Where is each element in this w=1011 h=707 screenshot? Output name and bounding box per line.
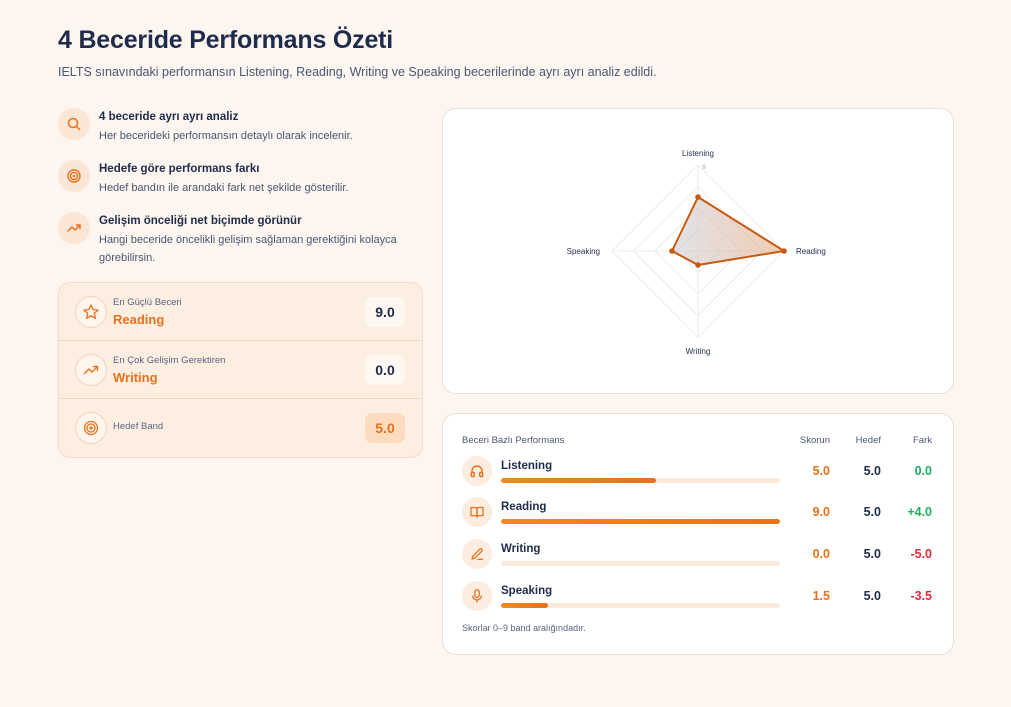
weakest-skill-value: Writing xyxy=(113,370,158,385)
skill-diff: +4.0 xyxy=(907,505,932,519)
microphone-icon xyxy=(462,581,492,611)
highlights-card: En Güçlü Beceri Reading 9.0 En Çok Geliş… xyxy=(58,282,423,458)
feature-title: Hedefe göre performans farkı xyxy=(99,163,260,175)
skill-target: 5.0 xyxy=(863,505,881,519)
strongest-skill-score: 9.0 xyxy=(365,296,405,327)
search-icon xyxy=(58,108,90,140)
strongest-skill-label: En Güçlü Beceri xyxy=(113,297,182,308)
skill-score: 9.0 xyxy=(812,505,830,519)
skill-performance-table: Beceri Bazlı Performans Skorun Hedef Far… xyxy=(442,413,954,655)
column-header-diff: Fark xyxy=(913,435,932,446)
skill-progress-bar xyxy=(501,478,780,483)
star-icon xyxy=(75,295,107,328)
target-band-label: Hedef Band xyxy=(113,421,164,432)
skill-name: Reading xyxy=(501,501,547,513)
skill-name: Writing xyxy=(501,543,541,555)
skill-score: 0.0 xyxy=(812,547,830,561)
skill-target: 5.0 xyxy=(863,547,881,561)
column-header-target: Hedef xyxy=(855,435,881,446)
target-band-score: 5.0 xyxy=(365,413,405,443)
page-title: 4 Beceride Performans Özeti xyxy=(58,26,394,54)
skill-target: 5.0 xyxy=(863,464,881,478)
pen-icon xyxy=(462,539,492,569)
column-header-score: Skorun xyxy=(799,435,830,446)
feature-item-analysis: 4 beceride ayrı ayrı analiz Her beceride… xyxy=(58,108,423,145)
radar-point-speaking xyxy=(669,248,675,254)
trend-up-icon xyxy=(75,353,107,386)
feature-desc: Her becerideki performansın detaylı olar… xyxy=(99,130,353,142)
headphones-icon xyxy=(462,456,492,486)
feature-title: Gelişim önceliği net biçimde görünür xyxy=(99,215,302,227)
radar-chart-card: 9 Listening Reading Writing Speaking xyxy=(442,108,954,394)
skill-progress-bar xyxy=(501,519,780,524)
skill-progress-bar xyxy=(501,603,780,608)
book-icon xyxy=(462,497,492,527)
skill-score: 1.5 xyxy=(812,589,830,603)
radar-area xyxy=(671,196,785,266)
skill-diff: -3.5 xyxy=(910,589,932,603)
strongest-skill-row: En Güçlü Beceri Reading 9.0 xyxy=(59,283,422,341)
feature-item-priority: Gelişim önceliği net biçimde görünür Han… xyxy=(58,212,423,267)
radar-chart: 9 Listening Reading Writing Speaking xyxy=(567,149,826,356)
skill-name: Listening xyxy=(501,460,553,472)
radar-point-reading xyxy=(781,248,787,254)
table-row: Reading 9.0 5.0 +4.0 xyxy=(443,497,953,529)
radar-axis-label-speaking: Speaking xyxy=(567,247,600,256)
strongest-skill-value: Reading xyxy=(113,312,165,327)
table-row: Writing 0.0 5.0 -5.0 xyxy=(443,539,953,571)
table-row: Listening 5.0 5.0 0.0 xyxy=(443,456,953,488)
skill-score: 5.0 xyxy=(812,464,830,478)
feature-desc: Hangi beceride öncelikli gelişim sağlama… xyxy=(99,234,397,264)
skill-diff: -5.0 xyxy=(910,547,932,561)
feature-title: 4 beceride ayrı ayrı analiz xyxy=(99,111,239,123)
radar-axis-label-writing: Writing xyxy=(686,347,711,356)
skill-target: 5.0 xyxy=(863,589,881,603)
weakest-skill-row: En Çok Gelişim Gerektiren Writing 0.0 xyxy=(59,341,422,399)
radar-axis-label-reading: Reading xyxy=(796,247,826,256)
skill-diff: 0.0 xyxy=(914,464,932,478)
radar-point-writing xyxy=(695,262,701,268)
trend-up-icon xyxy=(58,212,90,244)
skill-progress-bar xyxy=(501,561,780,566)
page-subtitle: IELTS sınavındaki performansın Listening… xyxy=(58,65,657,79)
weakest-skill-label: En Çok Gelişim Gerektiren xyxy=(113,355,226,366)
table-row: Speaking 1.5 5.0 -3.5 xyxy=(443,581,953,613)
skill-name: Speaking xyxy=(501,585,553,597)
feature-item-target-gap: Hedefe göre performans farkı Hedef bandı… xyxy=(58,160,423,197)
feature-desc: Hedef bandın ile arandaki fark net şekil… xyxy=(99,182,349,194)
table-footnote: Skorlar 0–9 band aralığındadır. xyxy=(462,623,586,633)
target-icon xyxy=(75,412,107,444)
radar-tick-max: 9 xyxy=(702,165,706,171)
target-icon xyxy=(58,160,90,192)
radar-point-listening xyxy=(695,194,701,200)
table-title: Beceri Bazlı Performans xyxy=(462,435,565,446)
weakest-skill-score: 0.0 xyxy=(365,354,405,385)
radar-axis-label-listening: Listening xyxy=(682,149,714,158)
target-band-row: Hedef Band 5.0 xyxy=(59,399,422,457)
